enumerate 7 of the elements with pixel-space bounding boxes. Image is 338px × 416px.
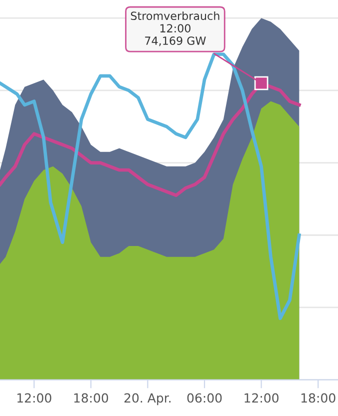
x-tick-label: 12:00 <box>244 393 278 403</box>
x-tick-label: 18:00 <box>301 393 336 403</box>
x-tick-label: 06:00 <box>187 393 222 403</box>
x-tick-label: 20. Apr. <box>124 393 171 406</box>
x-tick-label: 12:00 <box>17 393 52 403</box>
annotation: Stromverbrauch 12:00 74,169 GW <box>130 11 220 46</box>
x-tick-label: 18:00 <box>74 393 108 403</box>
